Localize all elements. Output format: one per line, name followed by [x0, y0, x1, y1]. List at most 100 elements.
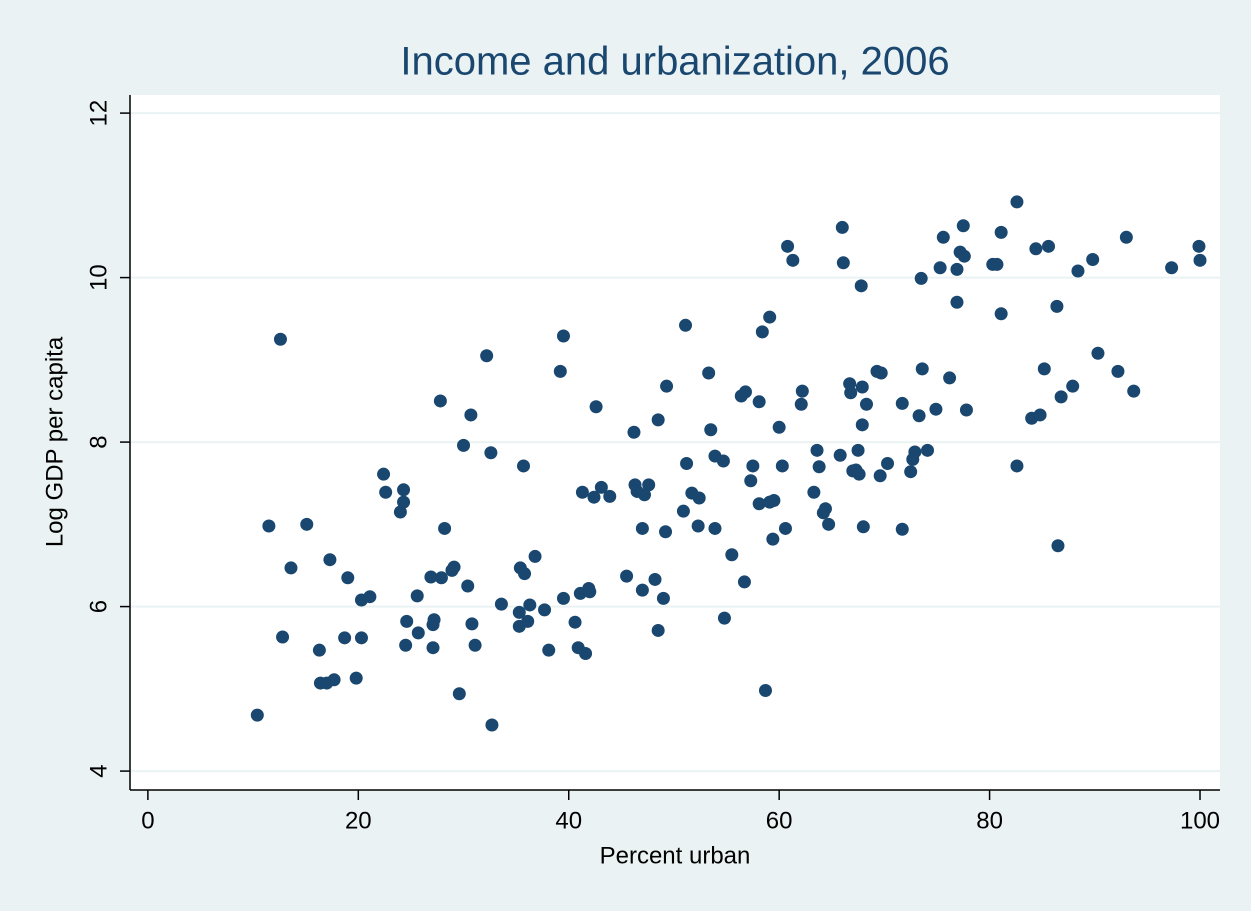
point [994, 225, 1008, 239]
point [480, 349, 494, 363]
x-tick-label: 80 [976, 807, 1003, 834]
point [950, 295, 964, 309]
point [854, 279, 868, 293]
point [656, 591, 670, 605]
point [1042, 239, 1056, 253]
point [556, 329, 570, 343]
point [542, 643, 556, 657]
point [538, 603, 552, 617]
point [717, 611, 731, 625]
point [822, 517, 836, 531]
point [912, 409, 926, 423]
point [755, 325, 769, 339]
point [990, 257, 1004, 271]
point [447, 560, 461, 574]
point [812, 460, 826, 474]
point [959, 403, 973, 417]
point [377, 467, 391, 481]
point [589, 400, 603, 414]
point [284, 561, 298, 575]
point [397, 495, 411, 509]
point [994, 307, 1008, 321]
point [642, 478, 656, 492]
point [895, 396, 909, 410]
point [300, 517, 314, 531]
point [323, 553, 337, 567]
point [1010, 459, 1024, 473]
point [468, 638, 482, 652]
point [692, 491, 706, 505]
point [461, 579, 475, 593]
x-tick-label: 40 [555, 807, 582, 834]
point [844, 386, 858, 400]
point [752, 497, 766, 511]
chart-title: Income and urbanization, 2006 [400, 40, 949, 84]
point [921, 443, 935, 457]
point [856, 520, 870, 534]
point [835, 220, 849, 234]
point [651, 413, 665, 427]
point [786, 253, 800, 267]
y-tick-label: 12 [85, 100, 112, 127]
point [1165, 261, 1179, 275]
point [908, 445, 922, 459]
point [594, 480, 608, 494]
point [1037, 362, 1051, 376]
point [341, 571, 355, 585]
point [1050, 299, 1064, 313]
point [262, 519, 276, 533]
point [660, 379, 674, 393]
point [427, 613, 441, 627]
point [521, 614, 535, 628]
point [484, 446, 498, 460]
point [399, 638, 413, 652]
point [746, 459, 760, 473]
point [679, 318, 693, 332]
point [766, 532, 780, 546]
point [738, 385, 752, 399]
point [1086, 252, 1100, 266]
point [583, 585, 597, 599]
point [494, 597, 508, 611]
point [1193, 253, 1207, 267]
point [400, 614, 414, 628]
point [438, 521, 452, 535]
point [338, 631, 352, 645]
point [775, 459, 789, 473]
point [708, 521, 722, 535]
point [873, 469, 887, 483]
point [1111, 364, 1125, 378]
point [465, 617, 479, 631]
point [851, 443, 865, 457]
point [767, 493, 781, 507]
point [794, 397, 808, 411]
point [424, 570, 438, 584]
point [895, 522, 909, 536]
y-tick-label: 6 [85, 600, 112, 613]
point [818, 502, 832, 516]
point [363, 590, 377, 604]
point [737, 575, 751, 589]
point [758, 683, 772, 697]
point [1051, 539, 1065, 553]
point [518, 567, 532, 581]
point [1091, 346, 1105, 360]
point [704, 423, 718, 437]
point [1119, 230, 1133, 244]
point [950, 262, 964, 276]
point [433, 394, 447, 408]
point [904, 465, 918, 479]
point [725, 548, 739, 562]
point [1054, 390, 1068, 404]
point [936, 230, 950, 244]
point [528, 549, 542, 563]
point [778, 521, 792, 535]
point [691, 519, 705, 533]
y-tick-label: 10 [85, 264, 112, 291]
point [716, 454, 730, 468]
x-tick-label: 0 [141, 807, 154, 834]
y-tick-label: 4 [85, 764, 112, 777]
point [807, 485, 821, 499]
point [485, 718, 499, 732]
